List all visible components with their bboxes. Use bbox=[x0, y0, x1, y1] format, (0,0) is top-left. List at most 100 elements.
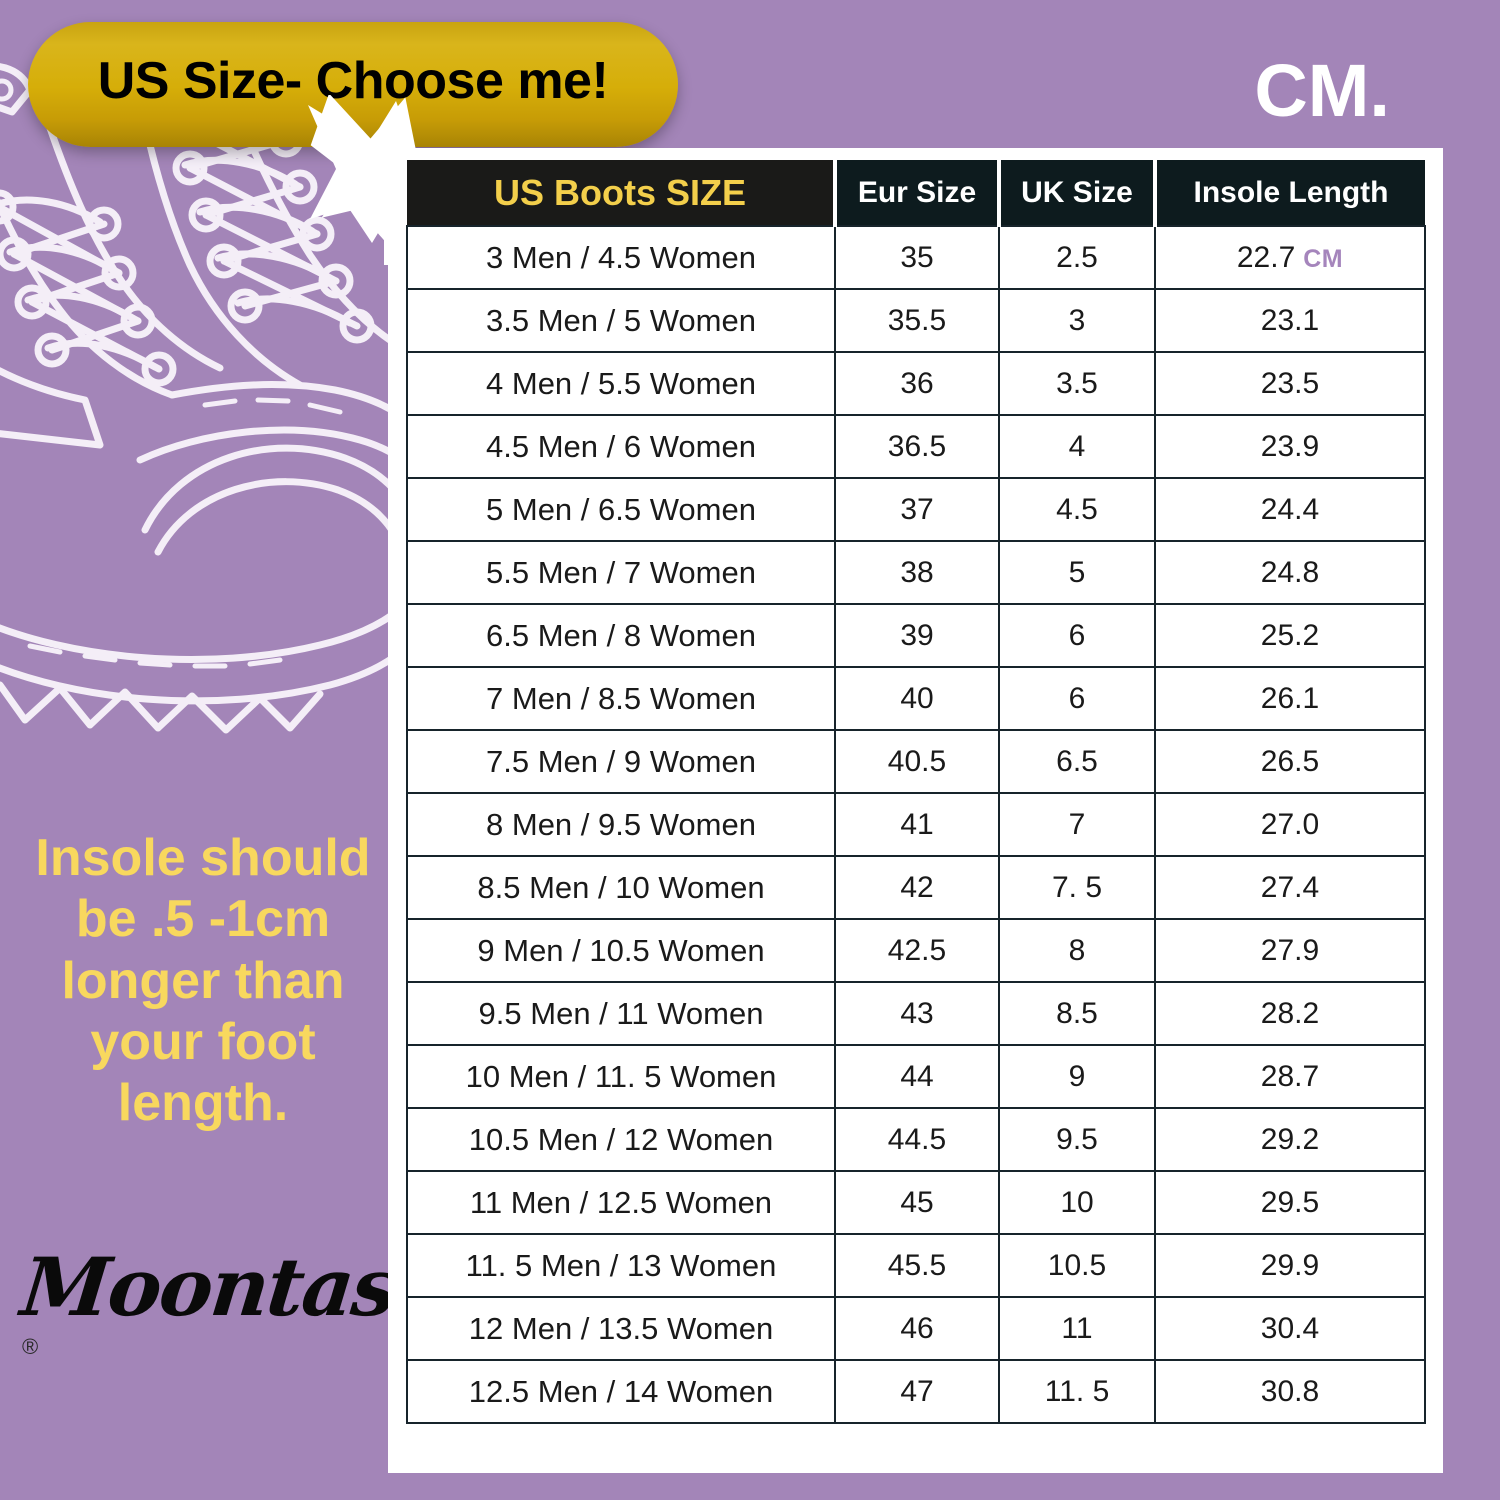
table-body: 3 Men / 4.5 Women 35 2.5 22.7 CM 3.5 Men / 5 … bbox=[406, 225, 1426, 1424]
cell-uk-size: 10.5 bbox=[998, 1233, 1156, 1298]
cell-uk-size: 3 bbox=[998, 288, 1156, 353]
table-row: 5 Men / 6.5 Women 37 4.5 24.4 bbox=[406, 477, 1426, 542]
cell-uk-size: 6 bbox=[998, 603, 1156, 668]
cell-eur-size: 41 bbox=[834, 792, 1000, 857]
cell-eur-size: 35 bbox=[834, 225, 1000, 290]
cell-uk-size: 6.5 bbox=[998, 729, 1156, 794]
cell-insole-length: 29.5 bbox=[1154, 1170, 1426, 1235]
cell-eur-size: 40 bbox=[834, 666, 1000, 731]
cell-us-size: 10 Men / 11. 5 Women bbox=[406, 1044, 836, 1109]
cell-us-size: 9.5 Men / 11 Women bbox=[406, 981, 836, 1046]
size-chart-table: US Boots SIZE Eur Size UK Size Insole Le… bbox=[406, 160, 1426, 1424]
table-row: 11 Men / 12.5 Women 45 10 29.5 bbox=[406, 1170, 1426, 1235]
table-row: 3 Men / 4.5 Women 35 2.5 22.7 CM bbox=[406, 225, 1426, 290]
column-header-us-boots-size: US Boots SIZE bbox=[407, 160, 835, 226]
cell-uk-size: 5 bbox=[998, 540, 1156, 605]
column-header-uk-size: UK Size bbox=[997, 160, 1155, 226]
cell-uk-size: 9.5 bbox=[998, 1107, 1156, 1172]
cell-eur-size: 35.5 bbox=[834, 288, 1000, 353]
cell-insole-length: 25.2 bbox=[1154, 603, 1426, 668]
badge-label: US Size- Choose me! bbox=[97, 51, 609, 110]
cell-us-size: 3 Men / 4.5 Women bbox=[406, 225, 836, 290]
cell-us-size: 11. 5 Men / 13 Women bbox=[406, 1233, 836, 1298]
cell-eur-size: 42 bbox=[834, 855, 1000, 920]
cell-uk-size: 8 bbox=[998, 918, 1156, 983]
cell-uk-size: 4 bbox=[998, 414, 1156, 479]
cell-eur-size: 38 bbox=[834, 540, 1000, 605]
cell-eur-size: 44 bbox=[834, 1044, 1000, 1109]
cell-us-size: 12 Men / 13.5 Women bbox=[406, 1296, 836, 1361]
cell-uk-size: 7. 5 bbox=[998, 855, 1156, 920]
column-header-insole-length: Insole Length bbox=[1153, 160, 1425, 226]
cell-uk-size: 10 bbox=[998, 1170, 1156, 1235]
table-row: 10 Men / 11. 5 Women 44 9 28.7 bbox=[406, 1044, 1426, 1109]
table-row: 9 Men / 10.5 Women 42.5 8 27.9 bbox=[406, 918, 1426, 983]
table-row: 8 Men / 9.5 Women 41 7 27.0 bbox=[406, 792, 1426, 857]
table-row: 7 Men / 8.5 Women 40 6 26.1 bbox=[406, 666, 1426, 731]
cell-us-size: 8 Men / 9.5 Women bbox=[406, 792, 836, 857]
cell-us-size: 11 Men / 12.5 Women bbox=[406, 1170, 836, 1235]
cell-uk-size: 3.5 bbox=[998, 351, 1156, 416]
cell-insole-length: 23.9 bbox=[1154, 414, 1426, 479]
cell-insole-length: 27.0 bbox=[1154, 792, 1426, 857]
cell-uk-size: 4.5 bbox=[998, 477, 1156, 542]
cell-uk-size: 8.5 bbox=[998, 981, 1156, 1046]
unit-title: CM. bbox=[1254, 49, 1390, 132]
table-row: 7.5 Men / 9 Women 40.5 6.5 26.5 bbox=[406, 729, 1426, 794]
cell-eur-size: 46 bbox=[834, 1296, 1000, 1361]
cell-us-size: 4 Men / 5.5 Women bbox=[406, 351, 836, 416]
cell-us-size: 6.5 Men / 8 Women bbox=[406, 603, 836, 668]
cell-insole-length: 24.8 bbox=[1154, 540, 1426, 605]
moontasy-logo: Moontasy® bbox=[17, 1240, 445, 1359]
cell-insole-length: 27.9 bbox=[1154, 918, 1426, 983]
table-row: 11. 5 Men / 13 Women 45.5 10.5 29.9 bbox=[406, 1233, 1426, 1298]
cell-us-size: 7 Men / 8.5 Women bbox=[406, 666, 836, 731]
insole-instruction-text: Insole should be .5 -1cm longer than you… bbox=[35, 829, 371, 1133]
table-row: 3.5 Men / 5 Women 35.5 3 23.1 bbox=[406, 288, 1426, 353]
cell-us-size: 12.5 Men / 14 Women bbox=[406, 1359, 836, 1424]
table-row: 4 Men / 5.5 Women 36 3.5 23.5 bbox=[406, 351, 1426, 416]
cell-us-size: 7.5 Men / 9 Women bbox=[406, 729, 836, 794]
cell-us-size: 5 Men / 6.5 Women bbox=[406, 477, 836, 542]
table-row: 4.5 Men / 6 Women 36.5 4 23.9 bbox=[406, 414, 1426, 479]
cell-eur-size: 43 bbox=[834, 981, 1000, 1046]
cell-eur-size: 37 bbox=[834, 477, 1000, 542]
cell-eur-size: 42.5 bbox=[834, 918, 1000, 983]
table-row: 10.5 Men / 12 Women 44.5 9.5 29.2 bbox=[406, 1107, 1426, 1172]
cell-uk-size: 11 bbox=[998, 1296, 1156, 1361]
cell-eur-size: 39 bbox=[834, 603, 1000, 668]
cell-eur-size: 47 bbox=[834, 1359, 1000, 1424]
cell-insole-length: 23.1 bbox=[1154, 288, 1426, 353]
size-chart-table-wrap: US Boots SIZE Eur Size UK Size Insole Le… bbox=[406, 160, 1426, 1460]
table-row: 6.5 Men / 8 Women 39 6 25.2 bbox=[406, 603, 1426, 668]
cell-uk-size: 7 bbox=[998, 792, 1156, 857]
cell-uk-size: 6 bbox=[998, 666, 1156, 731]
cell-eur-size: 40.5 bbox=[834, 729, 1000, 794]
table-header-row: US Boots SIZE Eur Size UK Size Insole Le… bbox=[407, 160, 1425, 226]
cell-eur-size: 36 bbox=[834, 351, 1000, 416]
cell-us-size: 10.5 Men / 12 Women bbox=[406, 1107, 836, 1172]
table-row: 9.5 Men / 11 Women 43 8.5 28.2 bbox=[406, 981, 1426, 1046]
cell-insole-length: 26.1 bbox=[1154, 666, 1426, 731]
cell-insole-length: 24.4 bbox=[1154, 477, 1426, 542]
registered-trademark-icon: ® bbox=[22, 1334, 39, 1359]
cell-eur-size: 45 bbox=[834, 1170, 1000, 1235]
cell-eur-size: 44.5 bbox=[834, 1107, 1000, 1172]
table-row: 12.5 Men / 14 Women 47 11. 5 30.8 bbox=[406, 1359, 1426, 1424]
cell-uk-size: 9 bbox=[998, 1044, 1156, 1109]
cell-uk-size: 11. 5 bbox=[998, 1359, 1156, 1424]
cell-insole-length: 30.4 bbox=[1154, 1296, 1426, 1361]
cell-insole-length: 27.4 bbox=[1154, 855, 1426, 920]
table-row: 8.5 Men / 10 Women 42 7. 5 27.4 bbox=[406, 855, 1426, 920]
cell-us-size: 4.5 Men / 6 Women bbox=[406, 414, 836, 479]
cell-eur-size: 45.5 bbox=[834, 1233, 1000, 1298]
cell-insole-length: 29.2 bbox=[1154, 1107, 1426, 1172]
cell-insole-length: 23.5 bbox=[1154, 351, 1426, 416]
table-row: 5.5 Men / 7 Women 38 5 24.8 bbox=[406, 540, 1426, 605]
cell-insole-length: 28.2 bbox=[1154, 981, 1426, 1046]
cell-insole-length: 29.9 bbox=[1154, 1233, 1426, 1298]
cell-us-size: 8.5 Men / 10 Women bbox=[406, 855, 836, 920]
cell-eur-size: 36.5 bbox=[834, 414, 1000, 479]
cell-insole-length: 26.5 bbox=[1154, 729, 1426, 794]
cell-us-size: 5.5 Men / 7 Women bbox=[406, 540, 836, 605]
